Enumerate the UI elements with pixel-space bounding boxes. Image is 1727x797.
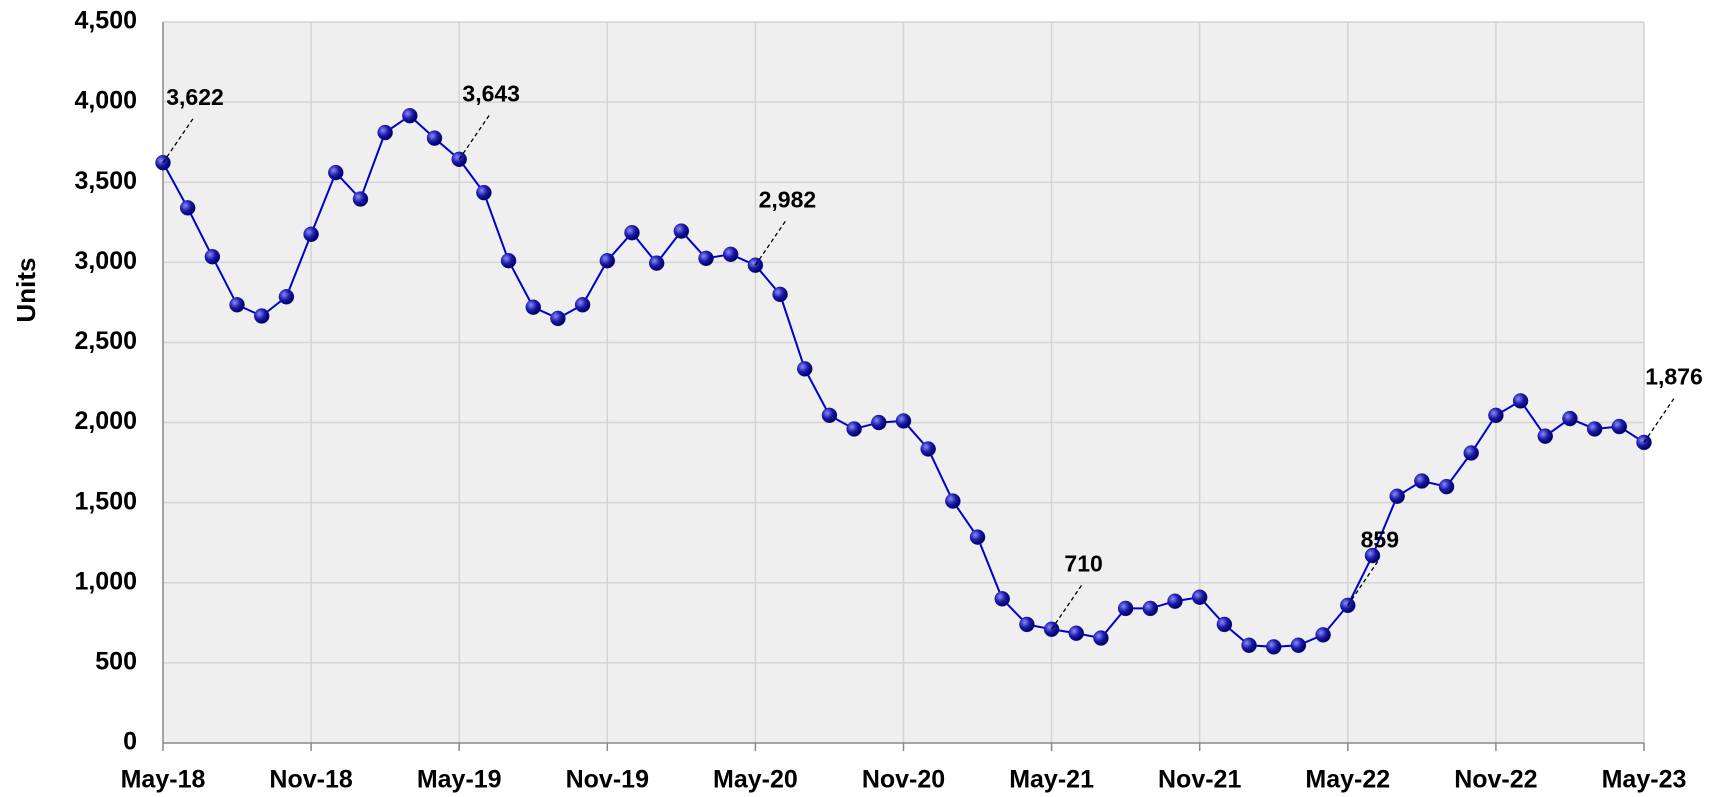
leader-line bbox=[1643, 398, 1675, 443]
marker bbox=[1586, 421, 1603, 437]
marker bbox=[1142, 600, 1159, 617]
marker bbox=[574, 297, 591, 313]
y-tick-label: 2,500 bbox=[74, 327, 137, 355]
x-tick-label: May-21 bbox=[1009, 766, 1094, 794]
marker bbox=[1414, 473, 1430, 489]
marker bbox=[1216, 616, 1233, 633]
x-tick-label: Nov-20 bbox=[862, 766, 945, 794]
marker bbox=[426, 130, 443, 146]
marker bbox=[303, 226, 319, 243]
marker bbox=[994, 591, 1010, 607]
marker bbox=[204, 248, 221, 265]
leader-line bbox=[1051, 584, 1083, 630]
marker bbox=[821, 407, 838, 424]
marker bbox=[945, 493, 961, 509]
marker bbox=[920, 441, 936, 457]
leader-line bbox=[1347, 561, 1379, 606]
marker bbox=[1537, 428, 1554, 444]
y-tick-label: 0 bbox=[123, 728, 137, 756]
y-tick-label: 3,500 bbox=[74, 167, 137, 195]
x-tick-label: May-22 bbox=[1305, 766, 1390, 794]
marker bbox=[648, 255, 665, 271]
marker bbox=[599, 252, 616, 269]
marker bbox=[1266, 639, 1282, 655]
x-tick-label: Nov-18 bbox=[269, 766, 352, 794]
marker bbox=[377, 124, 393, 141]
marker bbox=[895, 413, 912, 429]
x-tick-label: May-19 bbox=[417, 766, 502, 794]
marker bbox=[846, 421, 862, 437]
marker bbox=[722, 246, 739, 263]
marker bbox=[624, 224, 640, 241]
marker bbox=[1364, 547, 1381, 564]
y-tick-label: 4,500 bbox=[74, 7, 137, 35]
marker bbox=[476, 184, 492, 201]
marker bbox=[328, 164, 344, 181]
marker bbox=[1019, 616, 1035, 633]
marker bbox=[772, 286, 788, 303]
marker bbox=[278, 289, 295, 305]
data-label: 710 bbox=[1064, 550, 1102, 576]
data-label: 3,643 bbox=[462, 80, 520, 106]
y-tick-label: 1,000 bbox=[74, 567, 137, 595]
marker bbox=[871, 414, 887, 431]
x-tick-label: May-23 bbox=[1602, 766, 1687, 794]
marker bbox=[525, 299, 541, 315]
marker bbox=[500, 252, 517, 269]
y-tick-label: 1,500 bbox=[74, 487, 137, 515]
marker bbox=[797, 361, 813, 377]
marker bbox=[1488, 407, 1504, 424]
marker bbox=[673, 223, 690, 239]
marker bbox=[179, 200, 196, 216]
leader-line bbox=[162, 118, 194, 164]
marker bbox=[1315, 627, 1331, 643]
marker bbox=[1463, 445, 1479, 461]
marker bbox=[1290, 637, 1307, 654]
marker bbox=[229, 297, 245, 313]
marker bbox=[1093, 630, 1109, 646]
marker bbox=[253, 308, 270, 324]
marker bbox=[550, 310, 566, 327]
leader-line bbox=[458, 114, 490, 160]
y-tick-label: 2,000 bbox=[74, 407, 137, 435]
marker bbox=[1241, 637, 1257, 654]
data-label: 1,876 bbox=[1645, 364, 1703, 390]
marker bbox=[1438, 478, 1455, 495]
x-tick-label: Nov-21 bbox=[1158, 766, 1241, 794]
marker bbox=[1068, 625, 1085, 641]
y-axis-label: Units bbox=[11, 258, 41, 323]
marker bbox=[1611, 418, 1628, 435]
data-label: 3,622 bbox=[166, 84, 224, 110]
y-tick-label: 500 bbox=[95, 647, 137, 675]
x-tick-label: May-18 bbox=[121, 766, 206, 794]
x-tick-label: May-20 bbox=[713, 766, 798, 794]
data-label: 2,982 bbox=[759, 186, 817, 212]
data-label: 859 bbox=[1361, 526, 1399, 552]
marker bbox=[969, 529, 986, 545]
marker bbox=[698, 250, 714, 267]
marker bbox=[1389, 488, 1405, 505]
leader-line bbox=[754, 220, 786, 266]
marker bbox=[1562, 410, 1578, 427]
y-tick-label: 3,000 bbox=[74, 247, 137, 275]
x-tick-label: Nov-19 bbox=[566, 766, 649, 794]
marker bbox=[1512, 393, 1529, 409]
marker bbox=[352, 191, 369, 207]
marker bbox=[1117, 600, 1134, 617]
marker bbox=[1167, 593, 1183, 609]
y-tick-label: 4,000 bbox=[74, 87, 137, 115]
marker bbox=[402, 107, 418, 124]
x-tick-label: Nov-22 bbox=[1454, 766, 1537, 794]
marker bbox=[1191, 589, 1208, 605]
